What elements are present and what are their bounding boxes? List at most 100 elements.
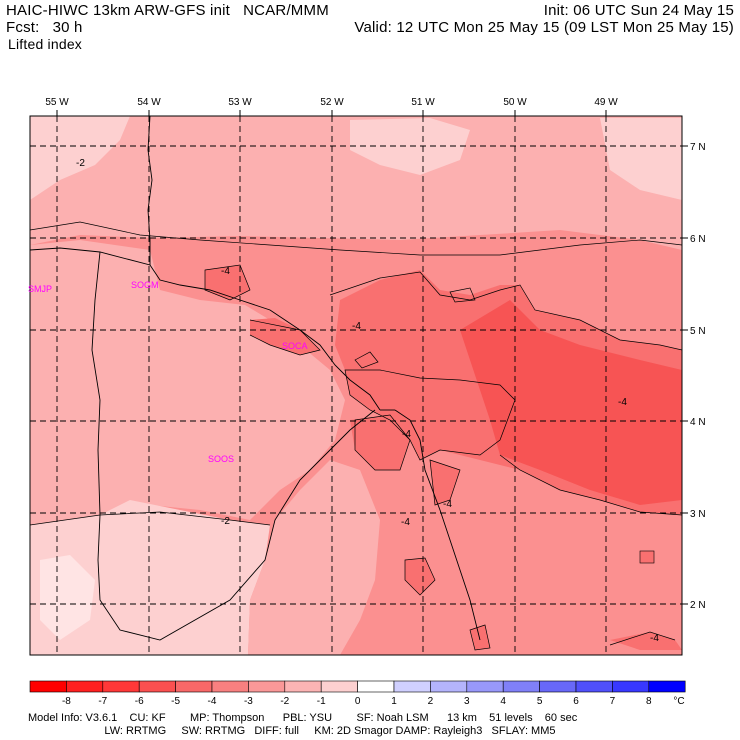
colorbar-swatch [248, 680, 286, 693]
footer-line2: LW: RRTMG SW: RRTMG DIFF: full KM: 2D Sm… [28, 725, 556, 737]
lon-labels: 55 W 54 W 53 W 52 W 51 W 50 W 49 W [45, 97, 618, 108]
border-fg-brazil [394, 409, 481, 641]
contour-pocket-4 [429, 459, 461, 506]
contour-lines [29, 221, 683, 651]
contour-label: -4 [352, 321, 361, 332]
valid-time: Valid: 12 UTC Mon 25 May 15 (09 LST Mon … [354, 19, 734, 36]
colorbar-labels: -8 -7 -6 -5 -4 -3 -2 -1 0 1 2 3 4 5 6 7 8 [62, 696, 652, 707]
shade-pocket-8 [639, 550, 655, 564]
contour-east-lower [499, 454, 683, 516]
colorbar-swatch [466, 680, 504, 693]
header-right: Init: 06 UTC Sun 24 May 15 Valid: 12 UTC… [354, 2, 734, 36]
station-labels: SMJP SOGM SOCA SOOS [28, 280, 308, 464]
contour-pocket-3 [354, 414, 411, 471]
contour-label: -4 [650, 633, 659, 644]
contour-label: -4 [443, 499, 452, 510]
colorbar-tick-label: -8 [62, 696, 71, 707]
colorbar-swatch [29, 680, 67, 693]
contour-label: -4 [618, 397, 627, 408]
lon-label: 51 W [411, 97, 435, 108]
colorbar-tick-label: 1 [391, 696, 397, 707]
lat-label: 5 N [690, 326, 706, 337]
footer-line1: Model Info: V3.6.1 CU: KF MP: Thompson P… [28, 712, 578, 724]
contour-pocket-9 [354, 351, 379, 369]
shade-pocket-2 [250, 318, 320, 355]
colorbar-swatch [539, 680, 577, 693]
colorbar-swatch [393, 680, 431, 693]
station-label: SMJP [28, 284, 52, 294]
colorbar-swatch [648, 680, 686, 693]
station-label: SOOS [208, 454, 234, 464]
contour-pocket-1 [204, 264, 251, 301]
map-shading [30, 116, 682, 655]
contour-label: -4 [402, 429, 411, 440]
header-left: HAIC-HIWC 13km ARW-GFS init NCAR/MMM Fcs… [6, 2, 329, 36]
contour-pocket-5 [404, 557, 436, 596]
colorbar-tick-label: -7 [98, 696, 107, 707]
shade-pocket-1 [205, 265, 250, 300]
station-label: SOGM [131, 280, 159, 290]
lon-label: 54 W [137, 97, 161, 108]
colorbar-swatch [138, 680, 176, 693]
colorbar-tick-label: 8 [646, 696, 652, 707]
map-frame [29, 115, 683, 656]
lon-label: 55 W [45, 97, 69, 108]
shade-east-darkest [460, 300, 682, 505]
colorbar-swatch [211, 680, 249, 693]
contour-south [29, 511, 271, 526]
init-time: Init: 06 UTC Sun 24 May 15 [543, 2, 734, 19]
colorbar-swatch [612, 680, 650, 693]
colorbar-tick-label: -6 [135, 696, 144, 707]
colorbar-swatch [320, 680, 358, 693]
shade-nw-light [30, 116, 130, 200]
colorbar-tick-label: 4 [500, 696, 506, 707]
colorbar-tick-label: -2 [280, 696, 289, 707]
lon-label: 53 W [228, 97, 252, 108]
colorbar-tick-label: 2 [428, 696, 434, 707]
colorbar-tick-label: -3 [244, 696, 253, 707]
contour-label: -2 [76, 158, 85, 169]
colorbar-tick-label: -4 [208, 696, 217, 707]
colorbar-swatch [66, 680, 104, 693]
colorbar-tick-label: 6 [573, 696, 579, 707]
colorbar-swatches [29, 680, 686, 693]
colorbar-tick-label: 3 [464, 696, 470, 707]
contour-pocket-6 [469, 624, 491, 651]
colorbar: -8 -7 -6 -5 -4 -3 -2 -1 0 1 2 3 4 5 6 7 8 °C [29, 680, 686, 707]
contour-value-labels: -2 -4 -4 -4 -4 -4 -4 -2 -4 [76, 158, 659, 644]
colorbar-swatch [575, 680, 613, 693]
field-name: Lifted index [8, 36, 83, 52]
station-label: SOCA [282, 341, 308, 351]
tick-marks [56, 110, 688, 605]
lat-label: 6 N [690, 234, 706, 245]
colorbar-swatch [430, 680, 468, 693]
contour-pocket-10 [449, 287, 476, 303]
shade-pocket-6 [470, 625, 490, 650]
colorbar-swatch [284, 680, 322, 693]
shade-south-central [248, 460, 380, 655]
contour-label: -4 [221, 266, 230, 277]
contour-label: -2 [221, 516, 230, 527]
lat-label: 7 N [690, 142, 706, 153]
shade-north-light [350, 118, 470, 175]
lon-label: 52 W [320, 97, 344, 108]
contour-pocket-2 [249, 319, 321, 356]
colorbar-tick-label: 5 [537, 696, 543, 707]
lat-label: 3 N [690, 509, 706, 520]
contour-pocket-7 [609, 631, 676, 646]
contour-north [29, 221, 683, 256]
lon-label: 50 W [503, 97, 527, 108]
contour-east-mid [344, 369, 516, 461]
lon-label: 49 W [594, 97, 618, 108]
border-sur-fg-north [147, 115, 153, 265]
shade-west-mid [30, 240, 345, 525]
colorbar-tick-label: -5 [171, 696, 180, 707]
lat-labels: 7 N 6 N 5 N 4 N 3 N 2 N [690, 142, 706, 611]
colorbar-swatch [502, 680, 540, 693]
colorbar-swatch [357, 680, 395, 693]
lat-label: 2 N [690, 600, 706, 611]
shade-sw-pale [40, 555, 95, 640]
shade-pocket-4 [430, 460, 460, 505]
border-suriname-brazil [91, 251, 376, 641]
